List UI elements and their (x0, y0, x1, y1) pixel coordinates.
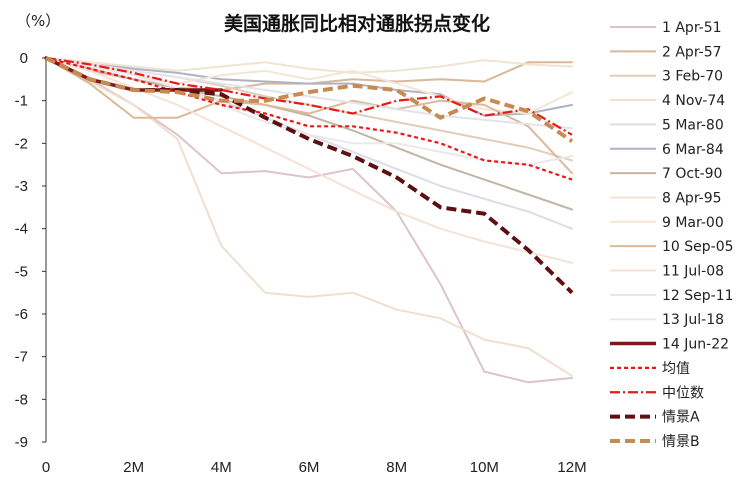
y-tick-label: -6 (15, 306, 28, 323)
series-line-12 (45, 57, 573, 130)
x-tick-label: 6M (299, 459, 320, 476)
series-line-11 (45, 57, 573, 264)
x-tick-label: 0 (42, 459, 50, 476)
y-unit-label: （%） (16, 12, 60, 30)
legend-label: 情景A (662, 410, 700, 426)
legend-label: 5 Mar-80 (662, 117, 724, 133)
series-line-7 (45, 57, 573, 211)
legend-label: 2 Apr-57 (662, 44, 722, 60)
y-tick-label: -5 (15, 263, 28, 280)
series-line-6 (45, 57, 573, 117)
y-tick-label: -2 (15, 135, 28, 152)
legend-label: 7 Oct-90 (662, 166, 722, 182)
y-tick-label: -8 (15, 391, 28, 408)
series-line-8 (45, 57, 573, 74)
legend-label: 9 Mar-00 (662, 215, 724, 231)
x-tick-label: 10M (470, 459, 499, 476)
series-line-4 (45, 57, 573, 377)
legend-label: 10 Sep-05 (662, 239, 734, 255)
series-lines (44, 56, 574, 384)
legend-label: 13 Jul-18 (662, 312, 724, 328)
legend-label: 4 Nov-74 (662, 93, 725, 109)
x-tick-label: 8M (386, 459, 407, 476)
series-line-18 (45, 56, 574, 143)
legend: 1 Apr-51 2 Apr-57 3 Feb-70 4 Nov-74 5 Mar-80… (610, 20, 734, 450)
chart-title: 美国通胀同比相对通胀拐点变化 (224, 12, 490, 35)
legend-label: 6 Mar-84 (662, 142, 724, 158)
y-tick-label: -4 (15, 221, 28, 238)
y-tick-label: -1 (15, 93, 28, 110)
y-tick-label: -3 (15, 178, 28, 195)
legend-label: 均值 (662, 361, 690, 377)
x-tick-label: 4M (211, 459, 232, 476)
legend-label: 1 Apr-51 (662, 20, 722, 36)
axes: 0 -1 -2 -3 -4 -5 -6 -7 -8 -9 0 2M 4M 6M 8M 10M 12M (15, 50, 587, 476)
series-line-13 (45, 57, 573, 166)
series-line-10 (45, 57, 573, 175)
x-tick-label: 2M (123, 459, 144, 476)
legend-label: 11 Jul-08 (662, 264, 724, 280)
x-tick-label: 12M (557, 459, 586, 476)
y-tick-label: -7 (15, 349, 28, 366)
legend-label: 3 Feb-70 (662, 69, 723, 85)
y-tick-label: -9 (15, 434, 28, 451)
legend-label: 12 Sep-11 (662, 288, 734, 304)
legend-label: 情景B (662, 434, 700, 450)
legend-label: 8 Apr-95 (662, 190, 722, 206)
legend-label: 14 Jun-22 (662, 337, 729, 353)
y-tick-label: 0 (20, 50, 28, 67)
legend-label: 中位数 (662, 385, 704, 401)
